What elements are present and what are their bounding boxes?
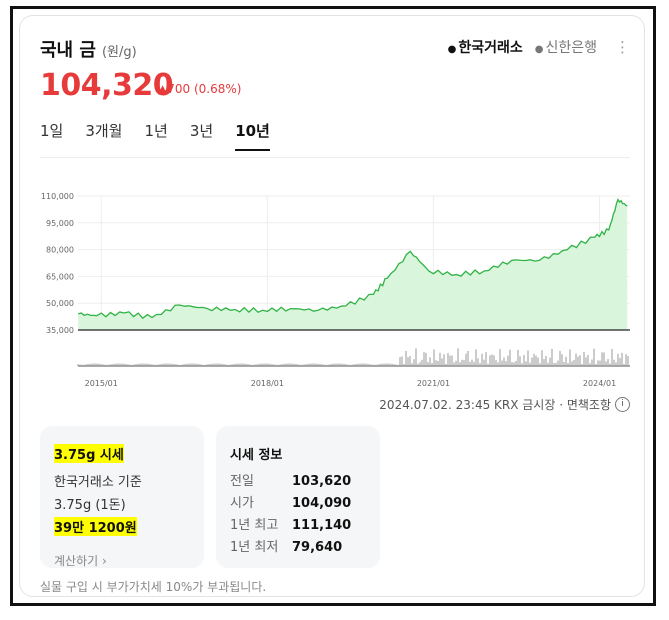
chevron-right-icon: › [102, 554, 107, 568]
current-price: 104,320 [40, 68, 174, 103]
x-tick-label: 2015/01 [85, 379, 118, 388]
info-label: 1년 최고 [230, 518, 279, 533]
card-title: 국내 금 (원/g) [40, 36, 137, 62]
price-area [78, 199, 628, 330]
volume-bars [77, 348, 630, 367]
y-tick-label: 110,000 [41, 192, 74, 201]
gram-price-title: 3.75g 시세 [54, 444, 124, 463]
price-chart[interactable]: 35,000 50,000 65,000 80,000 95,000 110,000 20… [34, 174, 634, 389]
gold-price-card: 국내 금 (원/g) ● 한국거래소 ● 신한은행 ⋮ 104,320 ▲700 (0… [19, 15, 645, 597]
bullet-icon: ● [447, 44, 457, 55]
x-tick-label: 2018/01 [251, 379, 284, 388]
source-krx[interactable]: ● 한국거래소 [448, 37, 523, 57]
triangle-up-icon: ▲ [158, 82, 168, 96]
kebab-icon[interactable]: ⋮ [615, 38, 630, 56]
gram-price-box: 3.75g 시세 한국거래소 기준 3.75g (1돈) 39만 1200원 계… [40, 426, 204, 568]
x-axis: 2015/01 2018/01 2021/01 2024/01 [85, 379, 617, 388]
gram-price-weight: 3.75g (1돈) [54, 498, 126, 513]
y-axis: 35,000 50,000 65,000 80,000 95,000 110,000 [41, 192, 74, 335]
quote-info-title: 시세 정보 [230, 448, 283, 463]
gram-price-value: 39만 1200원 [54, 517, 137, 536]
info-label: 1년 최저 [230, 540, 279, 555]
y-tick-label: 50,000 [46, 299, 74, 308]
info-value: 103,620 [292, 474, 352, 489]
info-icon[interactable]: i [615, 397, 630, 412]
info-row-low: 1년 최저 79,640 [230, 537, 366, 559]
gram-price-basis: 한국거래소 기준 [54, 475, 142, 490]
info-row-open: 시가 104,090 [230, 493, 366, 515]
y-tick-label: 65,000 [46, 272, 74, 281]
period-tabs: 1일 3개월 1년 3년 10년 [40, 120, 270, 151]
info-value: 79,640 [292, 540, 343, 555]
calculate-link[interactable]: 계산하기 › [54, 552, 190, 569]
title-text: 국내 금 [40, 40, 96, 61]
tab-3y[interactable]: 3년 [189, 122, 214, 140]
info-value: 111,140 [292, 518, 352, 533]
tab-1d[interactable]: 1일 [40, 122, 64, 140]
price-line [78, 198, 628, 320]
y-tick-label: 95,000 [46, 219, 74, 228]
calculate-label: 계산하기 [54, 554, 99, 568]
info-label: 전일 [230, 474, 254, 489]
x-tick-label: 2021/01 [417, 379, 450, 388]
info-label: 시가 [230, 496, 254, 511]
y-tick-label: 80,000 [46, 246, 74, 255]
price-change-value: 700 (0.68%) [167, 82, 242, 96]
x-tick-label: 2024/01 [583, 379, 616, 388]
source-krx-label: 한국거래소 [458, 40, 523, 56]
info-row-high: 1년 최고 111,140 [230, 515, 366, 537]
source-shinhan[interactable]: ● 신한은행 [535, 37, 597, 57]
info-row-prev: 전일 103,620 [230, 471, 366, 493]
info-value: 104,090 [292, 496, 352, 511]
screenshot-frame: 국내 금 (원/g) ● 한국거래소 ● 신한은행 ⋮ 104,320 ▲700 (0… [10, 6, 656, 606]
bullet-icon: ● [534, 44, 544, 55]
quote-info-box: 시세 정보 전일 103,620 시가 104,090 1년 최고 111,140 1… [216, 426, 380, 568]
y-tick-label: 35,000 [46, 326, 74, 335]
timestamp-disclaimer: 2024.07.02. 23:45 KRX 금시장 · 면책조항 i [379, 396, 630, 413]
vat-footnote: 실물 구입 시 부가가치세 10%가 부과됩니다. [40, 580, 267, 594]
timestamp-text: 2024.07.02. 23:45 KRX 금시장 · 면책조항 [379, 398, 611, 412]
unit-label: (원/g) [101, 45, 137, 60]
tab-1y[interactable]: 1년 [144, 122, 168, 140]
price-change: ▲700 (0.68%) [158, 82, 241, 96]
source-selector: ● 한국거래소 ● 신한은행 ⋮ [448, 37, 630, 57]
tab-3m[interactable]: 3개월 [85, 122, 123, 140]
source-shinhan-label: 신한은행 [545, 40, 597, 56]
divider [40, 157, 630, 158]
tab-10y[interactable]: 10년 [235, 120, 270, 151]
